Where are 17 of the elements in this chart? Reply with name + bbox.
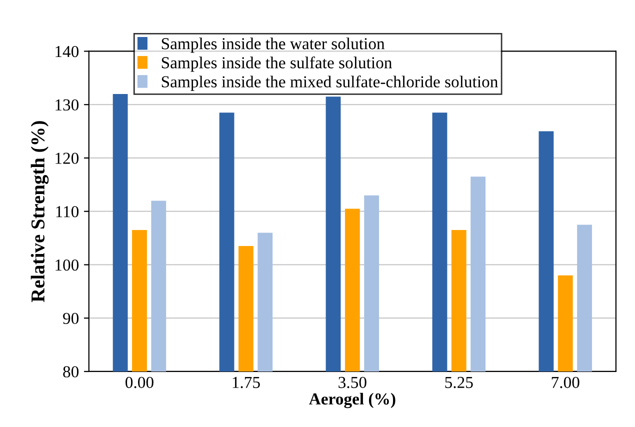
legend-label: Samples inside the water solution — [162, 38, 385, 53]
x-tick-label: 0.00 — [126, 376, 154, 388]
x-tick-label: 7.00 — [552, 376, 580, 388]
x-tick-label: 3.50 — [338, 376, 366, 388]
x-tick-label: 1.75 — [232, 376, 260, 388]
x-tick-label: 5.25 — [445, 376, 473, 388]
y-tick-label: 130 — [56, 99, 79, 111]
y-tick-label: 100 — [56, 259, 79, 271]
y-axis-title: Relative Strength (%) — [30, 121, 49, 302]
y-tick-label: 90 — [63, 312, 79, 324]
legend-label: Samples inside the mixed sulfate-chloride solution — [162, 76, 498, 91]
legend-label: Samples inside the sulfate solution — [162, 56, 392, 72]
y-tick-label: 80 — [63, 366, 79, 378]
x-axis-title: Aerogel (%) — [309, 392, 396, 408]
y-tick-label: 120 — [56, 152, 79, 164]
y-tick-label: 140 — [56, 46, 79, 58]
y-tick-label: 110 — [56, 206, 79, 218]
